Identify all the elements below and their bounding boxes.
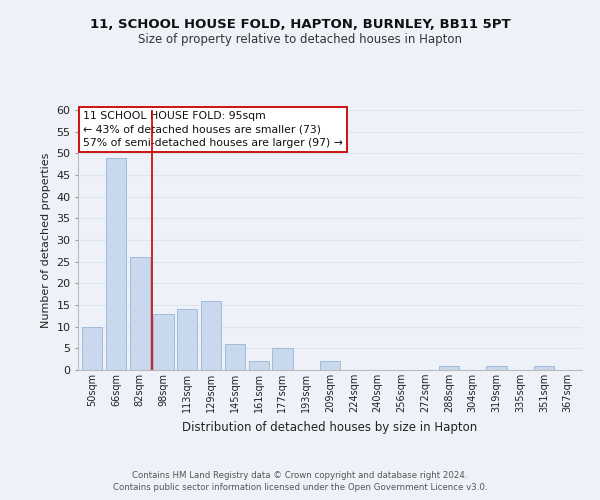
Bar (177, 310, 197, 370)
Bar (487, 366, 506, 370)
Text: 11, SCHOOL HOUSE FOLD, HAPTON, BURNLEY, BB11 5PT: 11, SCHOOL HOUSE FOLD, HAPTON, BURNLEY, … (89, 18, 511, 30)
Bar (130, 258, 150, 370)
Text: 11 SCHOOL HOUSE FOLD: 95sqm
← 43% of detached houses are smaller (73)
57% of sem: 11 SCHOOL HOUSE FOLD: 95sqm ← 43% of det… (83, 112, 343, 148)
Bar (82, 326, 103, 370)
Bar (201, 300, 221, 370)
X-axis label: Distribution of detached houses by size in Hapton: Distribution of detached houses by size … (182, 420, 478, 434)
Bar (106, 158, 126, 370)
Y-axis label: Number of detached properties: Number of detached properties (41, 152, 50, 328)
Text: Size of property relative to detached houses in Hapton: Size of property relative to detached ho… (138, 32, 462, 46)
Bar (225, 344, 245, 370)
Bar (439, 366, 459, 370)
Bar (248, 362, 269, 370)
Bar (534, 366, 554, 370)
Bar (272, 348, 293, 370)
Bar (154, 314, 173, 370)
Bar (320, 362, 340, 370)
Text: Contains HM Land Registry data © Crown copyright and database right 2024.
Contai: Contains HM Land Registry data © Crown c… (113, 471, 487, 492)
